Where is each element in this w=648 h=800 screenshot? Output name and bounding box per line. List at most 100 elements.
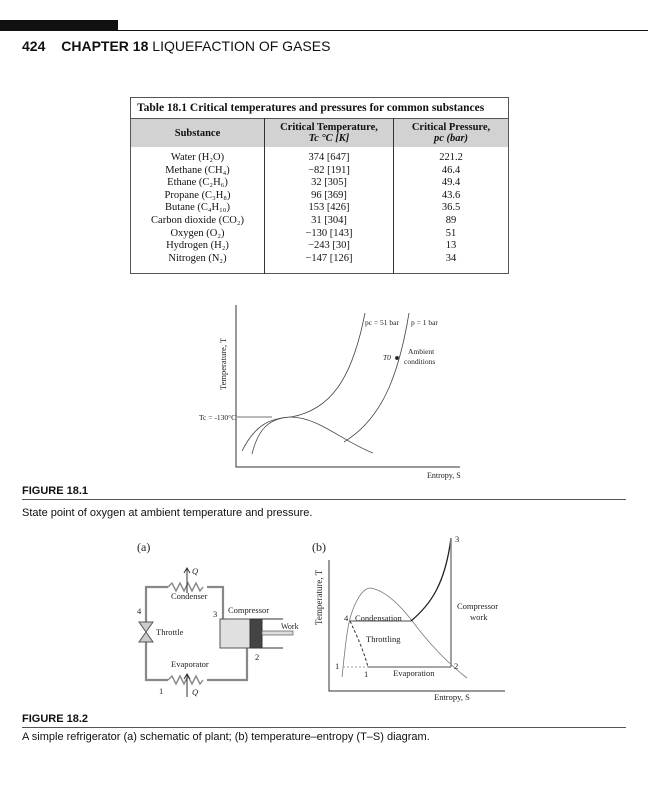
evaporator-label: Evaporator xyxy=(171,659,209,669)
compressor-work-label: work xyxy=(470,612,488,622)
condensation-label: Condensation xyxy=(355,613,402,623)
critical-temperature-cell: 31 [304] xyxy=(264,214,394,228)
q-out-arrow-icon xyxy=(183,567,191,593)
substance-cell: Methane (CH₄) xyxy=(130,164,265,178)
critical-temperature-cell: 32 [305] xyxy=(264,177,394,190)
ambient-label: conditions xyxy=(404,357,435,366)
substance-cell: Propane (C₃H₈) xyxy=(130,189,265,203)
ambient-label: Ambient xyxy=(408,347,435,356)
point-3: 3 xyxy=(455,534,459,544)
axes xyxy=(328,560,505,692)
point-4: 4 xyxy=(137,606,142,616)
ambient-point xyxy=(394,355,399,360)
circuit-top xyxy=(144,585,249,682)
throttle-valve-icon xyxy=(138,621,154,643)
point-1: 1 xyxy=(159,686,163,696)
table-row: Propane (C₃H₈) 96 [369] 43.6 xyxy=(130,189,509,203)
condenser-label: Condenser xyxy=(171,591,208,601)
figure-18-1-label: FIGURE 18.1 xyxy=(22,485,89,497)
top-bar-decoration xyxy=(0,20,118,30)
critical-pressure-cell: 221.2 xyxy=(439,152,463,163)
ts-diagram: (b) Temperature, T Entropy, S Condensati… xyxy=(312,534,505,702)
critical-properties-table: Table 18.1 Critical temperatures and pre… xyxy=(130,97,509,275)
x-axis-label: Entropy, S xyxy=(434,692,470,702)
cylinder-walls xyxy=(250,618,283,649)
substance-cell: Hydrogen (H₂) xyxy=(130,240,265,253)
point-3: 3 xyxy=(213,609,217,619)
tc-label: Tc = -130°C xyxy=(199,413,236,422)
substance-cell: Carbon dioxide (CO₂) xyxy=(130,214,265,228)
point-2: 2 xyxy=(454,661,458,671)
table-row: Nitrogen (N₂) −147 [126] 34 xyxy=(130,252,509,274)
condenser-coil-icon xyxy=(167,581,204,593)
critical-isobar xyxy=(290,312,366,418)
compressor-body xyxy=(219,618,251,649)
x-axis-label: Entropy, S xyxy=(427,471,461,480)
substance-cell: Butane (C₄H₁₀) xyxy=(130,202,265,215)
panel-b-title: (b) xyxy=(312,540,326,554)
compressor-piston xyxy=(249,618,263,649)
table-row: Water (H₂O) 374 [647] 221.2 xyxy=(130,147,509,165)
evaporator-coil-icon xyxy=(167,674,204,686)
table-row: Oxygen (O₂) −130 [143] 51 xyxy=(130,227,509,241)
table-caption: Table 18.1 Critical temperatures and pre… xyxy=(130,97,509,118)
compressor-work-label: Compressor xyxy=(457,601,498,611)
work-label: Work xyxy=(281,622,299,631)
top-rule xyxy=(0,30,648,31)
critical-temperature-cell: 374 [647] xyxy=(264,147,394,165)
point-1: 1 xyxy=(364,669,368,679)
caption-rule xyxy=(22,499,626,500)
critical-temperature-cell: 96 [369] xyxy=(264,189,394,203)
column-header: Substance xyxy=(130,118,265,147)
critical-pressure-cell: 49.4 xyxy=(441,177,461,189)
point-2: 2 xyxy=(255,652,259,662)
y-axis-label: Temperature, T xyxy=(218,337,228,390)
critical-temperature-cell: −130 [143] xyxy=(264,227,394,241)
substance-cell: Oxygen (O₂) xyxy=(130,227,265,241)
chapter-title: LIQUEFACTION OF GASES xyxy=(152,38,331,54)
evaporation-label: Evaporation xyxy=(393,668,435,678)
critical-temperature-cell: −82 [191] xyxy=(264,164,394,178)
critical-pressure-cell: 34 xyxy=(445,252,457,264)
critical-pressure-cell: 46.4 xyxy=(441,164,461,176)
table-row: Hydrogen (H₂) −243 [30] 13 xyxy=(130,240,509,253)
figure-18-2-caption: A simple refrigerator (a) schematic of p… xyxy=(22,731,430,743)
point-1-prime: 1 xyxy=(335,661,339,671)
piston-rod xyxy=(261,630,294,636)
chapter-number: CHAPTER 18 xyxy=(61,38,149,54)
panel-a-title: (a) xyxy=(137,540,150,554)
p-label: p = 1 bar xyxy=(411,318,438,327)
y-axis xyxy=(235,305,460,468)
q-out-label: Q xyxy=(192,566,198,576)
q-in-arrow-icon xyxy=(183,673,191,697)
caption-rule xyxy=(22,727,626,728)
compression-curve xyxy=(410,537,452,622)
figure-18-1-caption: State point of oxygen at ambient tempera… xyxy=(22,507,313,519)
column-header: Critical Temperature, Tc °C [K] xyxy=(264,118,394,147)
critical-pressure-cell: 89 xyxy=(445,214,457,226)
refrigerator-schematic: (a) Condenser Evaporator Throttle Compre… xyxy=(137,540,299,697)
saturation-dome xyxy=(341,587,468,679)
running-header: 424 CHAPTER 18 LIQUEFACTION OF GASES xyxy=(22,38,330,54)
t0-label: T0 xyxy=(383,353,391,362)
throttle-label: Throttle xyxy=(156,627,184,637)
critical-pressure-cell: 43.6 xyxy=(441,189,461,201)
figure-18-1-chart xyxy=(235,305,460,468)
substance-cell: Nitrogen (N₂) xyxy=(130,252,265,274)
critical-temperature-cell: −147 [126] xyxy=(264,252,394,274)
pc-label: pc = 51 bar xyxy=(365,318,400,327)
ambient-isobar xyxy=(343,312,410,443)
critical-pressure-cell: 36.5 xyxy=(441,202,461,214)
table-row: Carbon dioxide (CO₂) 31 [304] 89 xyxy=(130,214,509,228)
critical-temperature-cell: −243 [30] xyxy=(264,240,394,253)
table-row: Ethane (C₂H₆) 32 [305] 49.4 xyxy=(130,177,509,190)
table-row: Butane (C₄H₁₀) 153 [426] 36.5 xyxy=(130,202,509,215)
critical-temperature-cell: 153 [426] xyxy=(264,202,394,215)
y-axis-label: Temperature, T xyxy=(314,569,324,625)
substance-cell: Ethane (C₂H₆) xyxy=(130,177,265,190)
critical-pressure-cell: 13 xyxy=(445,240,457,252)
table-row: Methane (CH₄) −82 [191] 46.4 xyxy=(130,164,509,178)
critical-pressure-cell: 51 xyxy=(445,227,457,239)
compressor-label: Compressor xyxy=(228,605,269,615)
inner-curve xyxy=(251,416,292,455)
